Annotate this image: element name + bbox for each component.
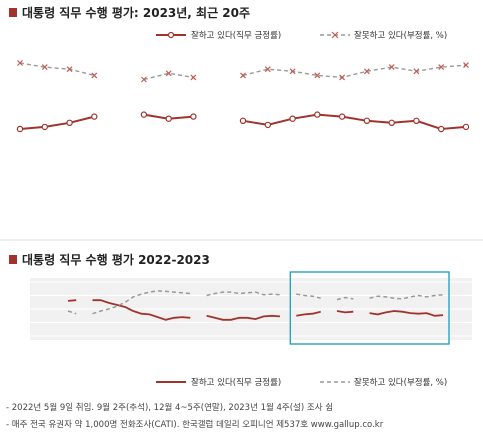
bottom-disapprove-line-segment — [369, 294, 444, 300]
top-approve-point — [140, 111, 148, 118]
legend-disapprove-marker-icon — [331, 31, 339, 39]
bottom-disapprove-line-segment — [336, 296, 354, 301]
top-approve-point — [413, 117, 420, 125]
legend-approve-marker-icon — [167, 31, 175, 39]
top-disapprove-point — [289, 68, 296, 75]
top-disapprove-point — [463, 62, 469, 69]
top-disapprove-point — [264, 66, 271, 73]
legend-approve-label: 잘하고 있다(직무 긍정률) — [191, 377, 281, 388]
bottom-approve-line-segment — [336, 310, 354, 314]
title-marker-icon — [9, 8, 17, 17]
top-disapprove-point — [66, 66, 73, 73]
top-disapprove-point — [413, 68, 420, 75]
top-approve-point — [289, 115, 296, 122]
top-chart-title: 대통령 직무 수행 평가: 2023년, 최근 20주 — [22, 5, 250, 20]
top-approve-point — [264, 121, 271, 129]
top-disapprove-point — [240, 72, 246, 79]
top-disapprove-line-segment — [242, 64, 467, 79]
top-approve-point — [462, 123, 470, 131]
bottom-approve-line-segment — [92, 299, 191, 321]
top-approve-point — [239, 117, 247, 125]
bottom-disapprove-line-segment — [92, 290, 191, 315]
legend-approve-label: 잘하고 있다(직무 긍정률) — [191, 30, 281, 41]
footnote-line-1: - 2022년 5월 9일 취임. 9월 2주(추석), 12월 4~5주(연말… — [6, 402, 333, 413]
bottom-chart: 대통령 직무 수행 평가 2022-2023 잘하고 있다(직무 긍정률) 잘못… — [6, 252, 472, 430]
top-approve-point — [438, 125, 445, 133]
top-approve-point — [363, 117, 371, 125]
top-approve-point — [388, 119, 395, 127]
top-disapprove-point — [388, 64, 395, 71]
top-disapprove-point — [363, 68, 370, 75]
bottom-approve-line-segment — [67, 299, 77, 302]
top-disapprove-point — [438, 64, 445, 71]
top-disapprove-line-segment — [19, 62, 95, 77]
top-approve-point — [66, 119, 73, 127]
top-disapprove-point — [314, 72, 321, 79]
top-disapprove-point — [165, 70, 172, 77]
bottom-legend: 잘하고 있다(직무 긍정률) 잘못하고 있다(부정률, %) — [156, 377, 447, 388]
top-approve-line-segment — [242, 113, 467, 131]
top-legend: 잘하고 있다(직무 긍정률) 잘못하고 있다(부정률, %) — [156, 30, 447, 41]
top-disapprove-point — [140, 76, 147, 83]
bottom-approve-line-segment — [206, 314, 281, 321]
top-disapprove-point — [17, 60, 23, 66]
bottom-approve-line-segment — [369, 310, 444, 317]
title-marker-icon — [9, 255, 17, 264]
top-disapprove-line-segment — [143, 72, 194, 81]
top-chart: 대통령 직무 수행 평가: 2023년, 최근 20주 잘하고 있다(직무 긍정… — [9, 5, 470, 133]
top-approve-point — [314, 111, 321, 118]
footnote-line-2: - 매주 전국 유권자 약 1,000명 전화조사(CATI). 한국갤럽 데일… — [6, 419, 384, 430]
top-disapprove-point — [190, 74, 197, 81]
legend-disapprove-label: 잘못하고 있다(부정률, %) — [354, 377, 447, 388]
top-approve-point — [190, 113, 197, 120]
bottom-highlight-box — [289, 271, 450, 345]
legend-disapprove-label: 잘못하고 있다(부정률, %) — [354, 30, 447, 41]
bottom-plot-area — [30, 271, 472, 345]
top-approve-point — [16, 125, 24, 133]
top-approve-point — [338, 113, 346, 120]
top-approve-line-segment — [19, 115, 95, 130]
top-disapprove-point — [339, 74, 346, 81]
bottom-disapprove-line-segment — [67, 310, 77, 315]
top-approve-point — [165, 115, 172, 122]
top-plot-area — [16, 60, 470, 133]
bottom-approve-line-segment — [296, 310, 321, 317]
top-disapprove-point — [91, 72, 98, 79]
top-disapprove-point — [41, 64, 48, 71]
top-approve-point — [91, 113, 98, 120]
top-approve-point — [41, 123, 49, 131]
bottom-chart-title: 대통령 직무 수행 평가 2022-2023 — [22, 252, 210, 267]
bottom-disapprove-line-segment — [206, 291, 281, 297]
